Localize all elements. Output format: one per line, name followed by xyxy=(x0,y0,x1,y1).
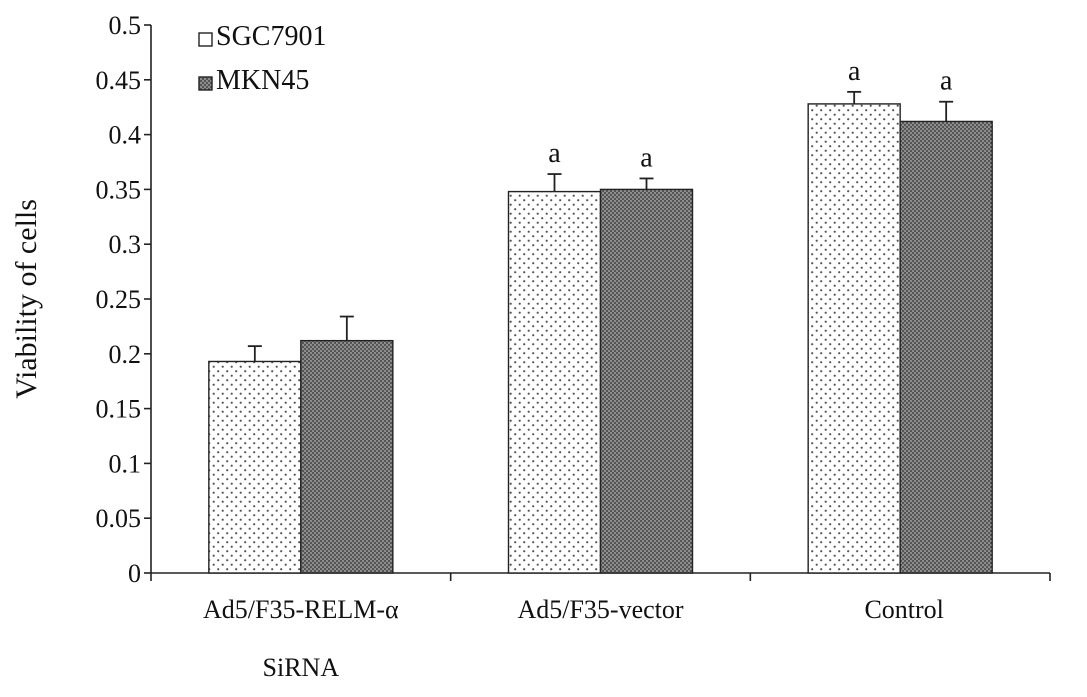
y-tick-label: 0.1 xyxy=(109,449,142,478)
x-category-label: Ad5/F35-RELM-α xyxy=(203,595,399,624)
y-tick-label: 0 xyxy=(128,559,141,588)
significance-label: a xyxy=(640,142,653,173)
x-category-label: Ad5/F35-vector xyxy=(517,595,683,624)
legend-label-mkn45: MKN45 xyxy=(216,65,309,96)
legend-swatch-mkn45 xyxy=(198,76,213,91)
y-tick-label: 0.05 xyxy=(96,504,142,533)
significance-label: a xyxy=(940,66,953,97)
x-category-label: Control xyxy=(864,595,943,624)
significance-label: a xyxy=(848,56,861,87)
y-tick-label: 0.35 xyxy=(96,175,142,204)
bar-sgc7901 xyxy=(208,360,302,574)
y-tick-label: 0.15 xyxy=(96,395,142,424)
y-tick-label: 0.5 xyxy=(109,11,142,40)
bar-sgc7901 xyxy=(807,103,901,574)
legend-swatch-sgc7901 xyxy=(198,32,213,47)
y-tick-label: 0.3 xyxy=(109,230,142,259)
y-tick-label: 0.4 xyxy=(109,121,142,150)
bar-mkn45 xyxy=(899,120,993,574)
x-category-label-line2: SiRNA xyxy=(263,653,340,682)
y-tick-label: 0.2 xyxy=(109,340,142,369)
y-tick-label: 0.25 xyxy=(96,285,142,314)
y-tick-label: 0.45 xyxy=(96,66,142,95)
bar-mkn45 xyxy=(599,188,694,574)
significance-label: a xyxy=(548,138,561,169)
bar-sgc7901 xyxy=(507,190,602,574)
bar-mkn45 xyxy=(300,339,394,574)
legend-label-sgc7901: SGC7901 xyxy=(216,21,326,52)
y-axis-label: Viability of cells xyxy=(10,199,43,399)
